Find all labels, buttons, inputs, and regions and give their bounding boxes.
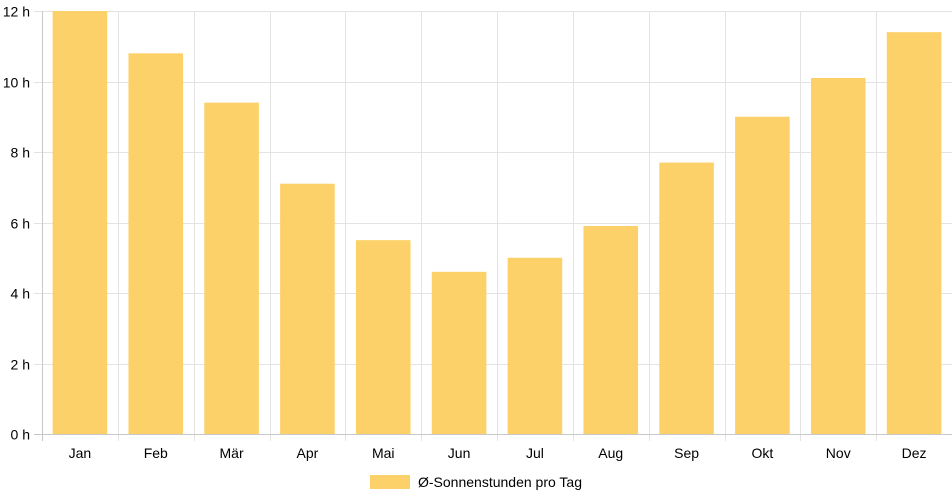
y-tick-label: 12 h: [3, 4, 30, 20]
x-tick-label: Jan: [69, 445, 92, 461]
x-tick-labels: Jan Feb Mär Apr Mai Jun Jul Aug Sep Okt Nov Dez: [69, 445, 927, 461]
bar-mai[interactable]: [355, 240, 411, 435]
y-tick-label: 0 h: [11, 427, 30, 443]
bar-dez[interactable]: [886, 32, 942, 435]
x-tick-label: Nov: [826, 445, 851, 461]
axes: [34, 11, 952, 441]
bar-mär[interactable]: [204, 102, 259, 435]
bar-aug[interactable]: [583, 226, 639, 434]
bar-sep[interactable]: [659, 162, 714, 434]
x-tick-label: Mai: [372, 445, 395, 461]
x-tick-label: Dez: [902, 445, 927, 461]
grid-lines: [34, 11, 952, 441]
x-tick-label: Aug: [598, 445, 623, 461]
bar-nov[interactable]: [810, 77, 866, 434]
bar-jun[interactable]: [431, 271, 487, 434]
y-tick-labels: 0 h 2 h 4 h 6 h 8 h 10 h 12 h: [3, 4, 30, 443]
y-tick-label: 2 h: [11, 357, 30, 373]
y-tick-label: 6 h: [11, 216, 30, 232]
y-tick-label: 4 h: [11, 286, 30, 302]
bar-apr[interactable]: [280, 183, 335, 434]
x-tick-label: Mär: [220, 445, 244, 461]
x-tick-label: Sep: [674, 445, 699, 461]
legend[interactable]: Ø-Sonnenstunden pro Tag: [370, 474, 582, 490]
x-tick-label: Jun: [448, 445, 471, 461]
bar-feb[interactable]: [128, 53, 184, 435]
bars: [52, 11, 942, 435]
bar-jul[interactable]: [507, 257, 563, 434]
legend-label-sunshine[interactable]: Ø-Sonnenstunden pro Tag: [418, 474, 582, 490]
legend-swatch[interactable]: [370, 475, 410, 489]
x-tick-label: Feb: [144, 445, 168, 461]
x-tick-label: Apr: [297, 445, 319, 461]
y-tick-label: 10 h: [3, 75, 30, 91]
x-tick-label: Okt: [752, 445, 774, 461]
x-tick-label: Jul: [526, 445, 544, 461]
bar-okt[interactable]: [735, 116, 790, 434]
y-tick-label: 8 h: [11, 145, 30, 161]
bar-jan[interactable]: [52, 11, 108, 434]
